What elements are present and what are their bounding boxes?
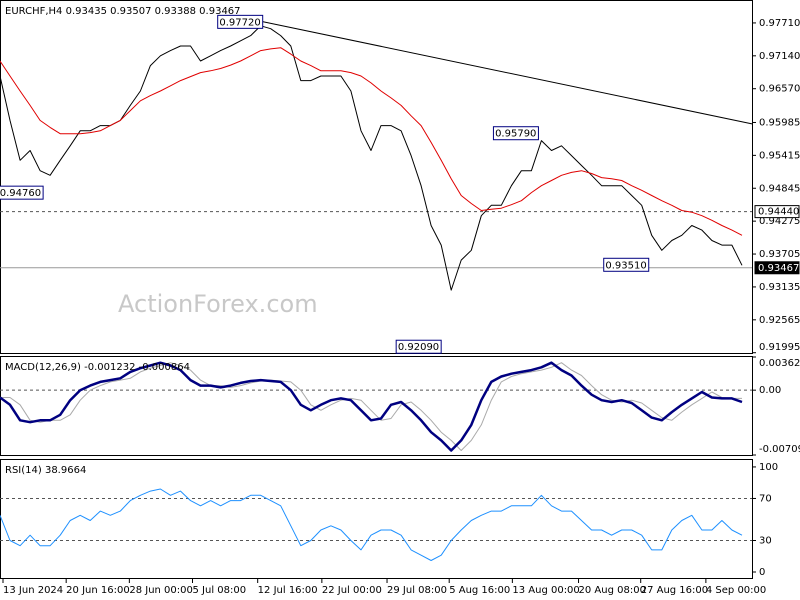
y-tick-label: 0.97710	[759, 18, 800, 29]
y-tick-label: -0.007093	[759, 444, 800, 455]
level-label: 0.94440	[758, 207, 799, 218]
y-tick-label: 0.97140	[759, 51, 800, 62]
x-tick-label: 29 Jul 08:00	[387, 585, 447, 596]
y-tick-label: 0.91995	[759, 342, 800, 353]
panel-title: MACD(12,26,9) -0.001232 -0.000864	[5, 362, 190, 373]
x-tick-label: 13 Jun 2024	[3, 585, 63, 596]
price-annotation-box	[395, 339, 442, 354]
x-tick-label: 13 Aug 00:00	[512, 585, 579, 596]
price-annotation-box	[217, 14, 264, 29]
y-tick-label: 0.003628	[759, 358, 800, 369]
x-tick-label: 27 Aug 16:00	[641, 585, 708, 596]
x-tick-label: 20 Aug 08:00	[579, 585, 646, 596]
y-tick-label: 0.00	[759, 385, 781, 396]
panel-title: RSI(14) 38.9664	[5, 465, 86, 476]
y-tick-label: 30	[759, 535, 772, 546]
price-annotation-box	[603, 257, 650, 272]
price-annotation: 0.94760	[0, 188, 41, 199]
y-tick-label: 100	[759, 462, 778, 473]
x-tick-label: 20 Jun 16:00	[66, 585, 130, 596]
level-label-box	[754, 261, 800, 275]
panel-frame	[0, 356, 753, 456]
x-tick-label: 5 Jul 08:00	[193, 585, 247, 596]
series-line	[0, 361, 743, 452]
level-label: 0.93467	[758, 263, 799, 274]
y-tick-label: 0.95415	[759, 150, 800, 161]
price-annotation-box	[492, 126, 539, 141]
x-tick-label: 4 Sep 00:00	[706, 585, 766, 596]
price-annotation-box	[0, 185, 44, 200]
series-line	[0, 47, 743, 236]
panel-frame	[0, 459, 753, 579]
price-annotation: 0.95790	[495, 129, 536, 140]
y-tick-label: 0	[759, 567, 765, 578]
y-tick-label: 0.95985	[759, 117, 800, 128]
price-annotation: 0.97720	[219, 17, 260, 28]
y-tick-label: 0.93135	[759, 282, 800, 293]
price-annotation: 0.93510	[605, 260, 646, 271]
series-line	[0, 25, 743, 291]
panel-frame	[0, 0, 753, 354]
y-tick-label: 0.93705	[759, 249, 800, 260]
y-tick-label: 0.94845	[759, 183, 800, 194]
y-tick-label: 0.94275	[759, 216, 800, 227]
series-line	[0, 488, 743, 561]
price-annotation: 0.92090	[398, 342, 439, 353]
panel-title: EURCHF,H4 0.93435 0.93507 0.93388 0.9346…	[5, 6, 241, 17]
x-tick-label: 5 Aug 16:00	[449, 585, 510, 596]
y-tick-label: 0.92565	[759, 315, 800, 326]
series-line	[0, 362, 742, 451]
watermark: ActionForex.com	[118, 290, 318, 318]
level-label-box	[754, 205, 800, 219]
x-tick-label: 22 Jul 00:00	[322, 585, 382, 596]
series-line	[260, 20, 753, 125]
y-tick-label: 70	[759, 493, 772, 504]
y-tick-label: 0.96570	[759, 84, 800, 95]
x-tick-label: 28 Jun 00:00	[129, 585, 193, 596]
x-tick-label: 12 Jul 16:00	[258, 585, 318, 596]
